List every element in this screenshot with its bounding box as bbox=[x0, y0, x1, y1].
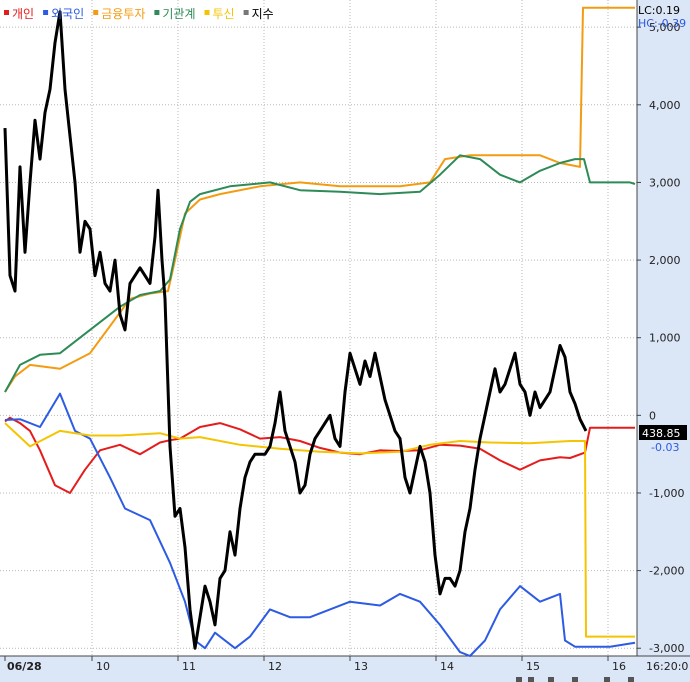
legend: 개인 외국인 금융투자 기관계 투신 지수 bbox=[4, 7, 274, 21]
legend-swatch-0 bbox=[4, 10, 9, 15]
series-line-0 bbox=[4, 416, 635, 494]
legend-label-3: 기관계 bbox=[162, 7, 195, 21]
last-value-marker: 438.85 -0.03 bbox=[639, 425, 687, 454]
last-value-box bbox=[639, 425, 687, 440]
legend-swatch-4 bbox=[204, 10, 210, 15]
y-tick-label-3: 2,000 bbox=[649, 254, 681, 267]
x-tick-label-4: 13 bbox=[354, 660, 368, 673]
y-tick-label-7: -2,000 bbox=[649, 565, 684, 578]
legend-swatch-5 bbox=[243, 10, 249, 15]
y-tick-label-8: -3,000 bbox=[649, 642, 684, 655]
time-label: 16:20:0 bbox=[646, 660, 688, 673]
y-axis-ticks: 5,000 4,000 3,000 2,000 1,000 0 -1,000 -2,000 -3… bbox=[637, 21, 684, 655]
y-tick-label-4: 1,000 bbox=[649, 332, 681, 345]
legend-label-0: 개인 bbox=[12, 7, 34, 21]
series-line-3 bbox=[4, 154, 636, 393]
y-tick-label-6: -1,000 bbox=[649, 487, 684, 500]
series-line-4 bbox=[4, 422, 635, 638]
series-line-2 bbox=[4, 6, 635, 393]
x-tick-label-7: 16 bbox=[612, 660, 626, 673]
x-axis-ticks: 06/28 10 11 12 13 14 15 16 bbox=[4, 656, 626, 673]
y-tick-label-5: 0 bbox=[649, 409, 656, 422]
scroll-markers bbox=[516, 677, 634, 682]
hc-readout: HC:-0.39 bbox=[638, 17, 686, 30]
x-tick-label-5: 14 bbox=[440, 660, 454, 673]
legend-label-1: 외국인 bbox=[51, 7, 84, 21]
legend-label-5: 지수 bbox=[252, 7, 274, 21]
top-right-readout: LC:0.19 HC:-0.39 bbox=[638, 4, 686, 30]
last-value-label: 438.85 bbox=[642, 427, 681, 440]
right-value-label: -0.03 bbox=[651, 441, 679, 454]
right-axis-panel bbox=[637, 0, 690, 682]
x-tick-label-1: 10 bbox=[96, 660, 110, 673]
y-tick-label-2: 3,000 bbox=[649, 176, 681, 189]
series-line-1 bbox=[4, 392, 636, 657]
legend-swatch-2 bbox=[93, 10, 99, 15]
series-layer bbox=[3, 6, 636, 657]
y-tick-label-0: 5,000 bbox=[649, 21, 681, 34]
legend-swatch-3 bbox=[154, 10, 160, 15]
series-line-5 bbox=[3, 10, 588, 650]
x-tick-label-0: 06/28 bbox=[7, 660, 42, 673]
grid bbox=[0, 0, 637, 656]
x-tick-label-6: 15 bbox=[526, 660, 540, 673]
y-tick-label-1: 4,000 bbox=[649, 99, 681, 112]
legend-label-4: 투신 bbox=[213, 7, 235, 21]
legend-swatch-1 bbox=[43, 10, 49, 15]
lc-readout: LC:0.19 bbox=[638, 4, 680, 17]
legend-label-2: 금융투자 bbox=[101, 7, 145, 21]
x-tick-label-3: 12 bbox=[268, 660, 282, 673]
x-tick-label-2: 11 bbox=[182, 660, 196, 673]
